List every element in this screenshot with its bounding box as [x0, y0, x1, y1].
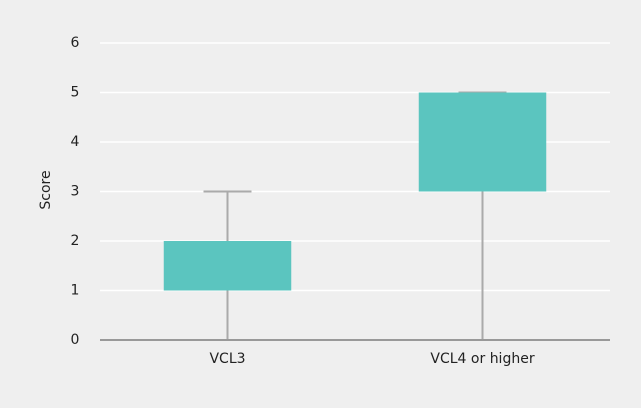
y-tick-label: 0	[71, 332, 80, 348]
y-tick-label: 6	[71, 35, 80, 51]
y-axis-label: Score	[38, 170, 54, 209]
y-tick-label: 5	[71, 85, 80, 101]
y-tick-label: 4	[71, 134, 80, 150]
y-tick-label: 3	[71, 184, 80, 200]
x-tick-label: VCL3	[209, 351, 245, 367]
box	[163, 241, 292, 291]
x-tick-label: VCL4 or higher	[430, 351, 534, 367]
box	[418, 92, 547, 192]
y-tick-label: 2	[71, 233, 80, 249]
y-tick-label: 1	[71, 283, 80, 299]
